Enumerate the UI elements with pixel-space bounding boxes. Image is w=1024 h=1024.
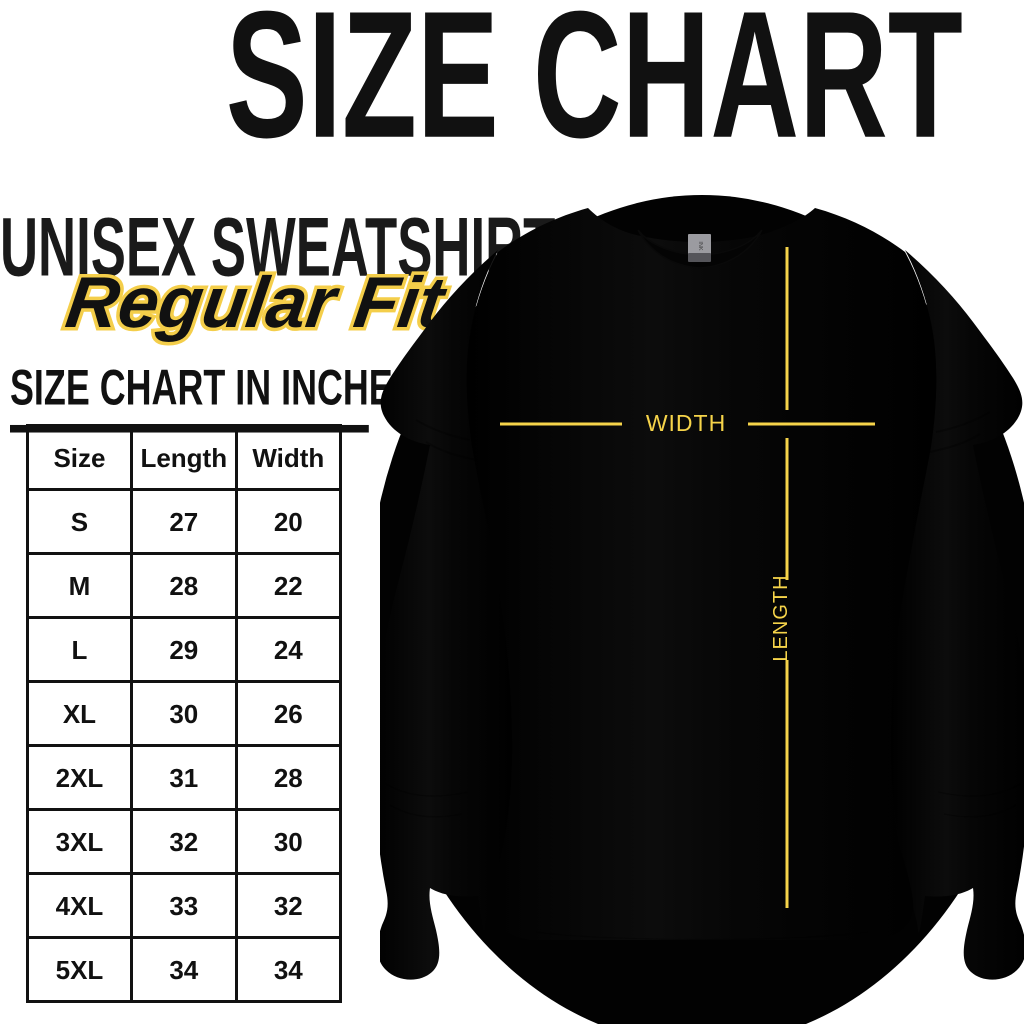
svg-text:LENGTH: LENGTH (770, 574, 792, 661)
svg-text:WIDTH: WIDTH (646, 410, 726, 436)
